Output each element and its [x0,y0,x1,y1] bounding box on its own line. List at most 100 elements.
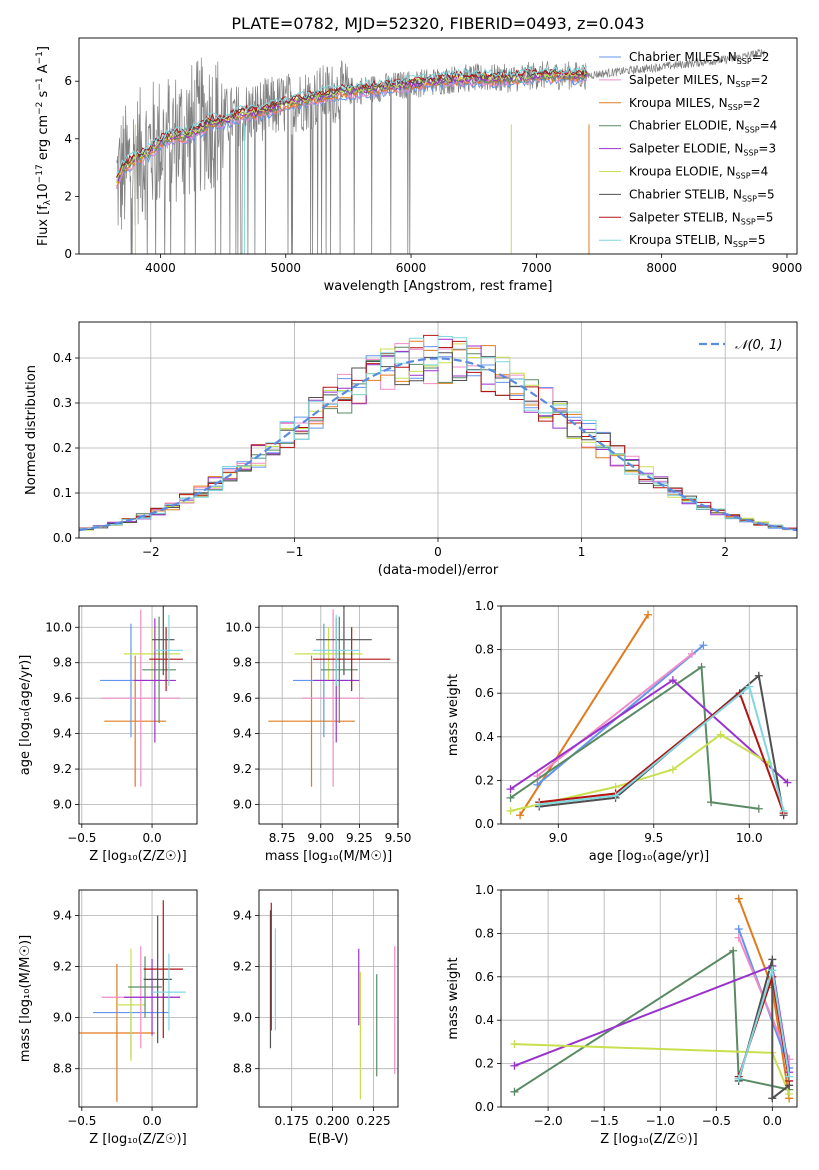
weight-marker [506,806,515,815]
y-axis-label-part: −1 [35,77,45,90]
weight-lines [510,894,794,1103]
weight-line-9 [539,684,785,812]
weight-line-4 [513,949,790,1093]
weight-marker [734,933,743,942]
legend-label: Salpeter STELIB, NSSP=5 [629,210,773,226]
weight-marker [745,682,754,691]
legend-label-tail: =2 [751,73,769,87]
y-tick-label: 9.4 [53,727,72,741]
axes-frame [78,37,798,255]
legend-label-sub: SSP [736,172,751,181]
legend-label-base: Kroupa ELODIE, N [629,165,736,179]
weight-marker [716,730,725,739]
x-axis-label: wavelength [Angstrom, rest frame] [324,279,553,294]
spectrum-axes: 4000 5000 6000 7000 8000 9000 0 2 4 6 wavelength [… [35,37,802,294]
y-tick-label: 9.2 [233,762,252,776]
legend-label-sub: SSP [745,126,760,135]
weight-marker [611,791,620,800]
legend-label: Kroupa ELODIE, NSSP=4 [629,165,768,181]
weight-marker [506,785,515,794]
plots: 4000 5000 6000 7000 8000 9000 0 2 4 6 wavelength [… [18,37,802,1147]
histograms [79,334,797,532]
y-tick-label: 0.0 [475,1100,494,1114]
weight-marker [785,1072,794,1081]
weight-marker [535,800,544,809]
x-tick-label: 6000 [396,261,427,275]
y-tick-label: 9.6 [233,691,252,705]
y-tick-label: 9.6 [53,691,72,705]
weight-line-8 [539,691,785,814]
x-axis-label: age [log₁₀(age/yr)] [589,849,710,864]
error-bars [268,606,391,787]
y-tick-label: 0.4 [475,730,494,744]
y-axis-label-part: ] [36,46,51,51]
y-tick-label: 0.2 [53,441,72,455]
data-spectrum-line [116,49,765,254]
y-tick-label: 0.1 [53,486,72,500]
weight-marker [697,663,706,672]
weight_vs_age-axes: 9.0 9.5 10.0 0.0 0.2 0.4 0.6 0.8 1.0 age [log₁₀(a… [446,599,798,864]
weight-line-3 [536,653,693,777]
y-tick-label: 0.0 [475,817,494,831]
legend-label-sub: SSP [736,80,751,89]
weight-line-4 [509,665,759,810]
x-tick-label: 0.225 [356,1114,390,1128]
y-axis-label-part: s [36,90,51,101]
y-axis-label-part: A [36,64,51,77]
y-tick-label: 9.0 [233,1011,252,1025]
y-tick-label: 9.0 [53,1011,72,1025]
normal-curve [79,357,797,532]
legend-label-tail: =4 [751,165,769,179]
axes-frame [258,605,399,825]
x-tick-label: 7000 [521,261,552,275]
mass_vs_Z-axes: −0.5 0.0 8.8 9.0 9.2 9.4 Z [log₁₀(Z/Z☉)] mass [… [18,889,198,1147]
x-tick-label: 4000 [145,261,176,275]
weight-marker [516,811,525,820]
weight_vs_Z-axes: −2.0 −1.5 −1.0 −0.5 0.0 0.0 0.2 0.4 0.6 0.8 1.0 Z [… [446,883,798,1147]
legend-label-tail: =2 [752,50,770,64]
y-tick-label: 9.8 [233,656,252,670]
legend-label-tail: =4 [760,119,778,133]
y-tick-label: 0 [64,247,72,261]
weight-marker [510,1061,519,1070]
legend-label-tail: =5 [748,233,766,247]
x-axis-label: Z [log₁₀(Z/Z☉)] [89,849,186,864]
legend-label-base: Chabrier STELIB, N [629,187,742,201]
mass_vs_ebv-axes: 0.175 0.200 0.225 8.8 9.0 9.2 9.4 E(B-V) [233,889,399,1147]
x-tick-label: −2 [142,545,160,559]
legend-label: Chabrier ELODIE, NSSP=4 [629,119,777,135]
weight-marker [707,798,716,807]
axes-frame [78,889,198,1108]
y-tick-label: 9.4 [233,727,252,741]
x-tick-label: −1.0 [646,1114,675,1128]
legend-label-tail: =5 [757,187,775,201]
residuals-axes: −2 −1 0 1 2 0.0 0.1 0.2 0.3 0.4 (data-model)/error… [24,321,798,578]
x-tick-label: 9.25 [346,831,373,845]
y-axis-label-part: 10 [36,183,51,200]
y-tick-label: 0.6 [475,686,494,700]
axes-frame [500,605,798,825]
y-axis-label-part: Flux [f [36,205,51,246]
legend-label-sub: SSP [742,194,757,203]
x-tick-label: 0.175 [275,1114,309,1128]
legend-label-tail: =5 [756,210,774,224]
y-tick-label: 4 [64,132,72,146]
x-tick-label: 9.0 [549,831,568,845]
x-tick-label: 5000 [270,261,301,275]
axes-frame [258,889,399,1108]
weight-marker [768,955,777,964]
y-tick-label: 0.6 [475,970,494,984]
y-tick-label: 2 [64,189,72,203]
x-tick-label: 1 [578,545,586,559]
y-tick-label: 1.0 [475,883,494,897]
legend-label-base: Kroupa STELIB, N [629,233,733,247]
y-tick-label: 1.0 [475,599,494,613]
axes-frame [78,605,198,825]
y-tick-label: 0.0 [53,531,72,545]
y-tick-label: 8.8 [53,1062,72,1076]
spectrum-lines [116,49,765,254]
weight-marker [533,780,542,789]
weight-marker [699,641,708,650]
age_vs_mass-axes: 8.75 9.00 9.25 9.50 9.0 9.2 9.4 9.6 9.8 10.0 mass … [225,605,411,864]
x-tick-label: −0.5 [702,1114,731,1128]
